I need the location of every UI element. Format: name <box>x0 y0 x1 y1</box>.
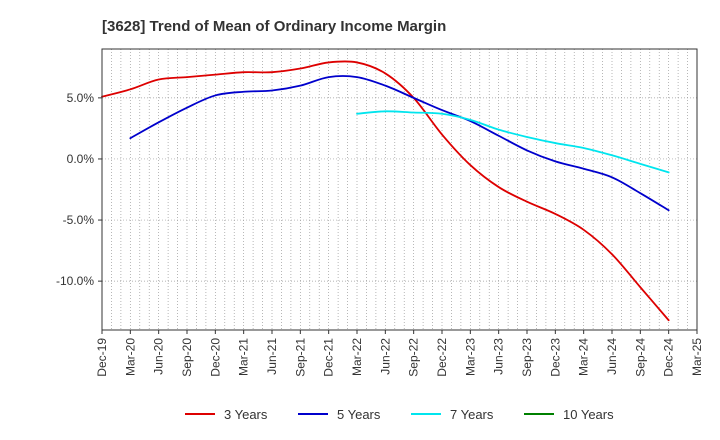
x-tick-label: Mar-24 <box>577 338 591 376</box>
y-tick-label: 5.0% <box>67 91 95 105</box>
series-lines <box>101 60 670 322</box>
x-tick-label: Sep-21 <box>293 338 307 377</box>
x-tick-label: Jun-23 <box>492 338 506 375</box>
x-tick-label: Jun-22 <box>378 338 392 375</box>
series-line-7-years <box>356 110 670 174</box>
x-tick-label: Mar-21 <box>237 338 251 376</box>
x-tick-label: Dec-20 <box>208 338 222 377</box>
x-tick-label: Mar-25 <box>690 338 704 376</box>
x-axis: Dec-19 Mar-20 Jun-20 Sep-20 Dec-20 Mar-21 Jun-… <box>95 330 704 377</box>
y-tick-label: -5.0% <box>63 213 95 227</box>
legend: 3 Years 5 Years 7 Years 10 Years <box>185 407 614 422</box>
legend-label-7-years: 7 Years <box>450 407 494 422</box>
x-tick-label: Sep-22 <box>407 338 421 377</box>
x-tick-label: Dec-24 <box>662 338 676 377</box>
x-tick-label: Jun-21 <box>265 338 279 375</box>
plot-border <box>101 48 698 331</box>
grid-lines <box>102 49 697 330</box>
x-tick-label: Dec-21 <box>322 338 336 377</box>
x-tick-label: Sep-20 <box>180 338 194 377</box>
y-tick-label: -10.0% <box>56 274 94 288</box>
x-tick-label: Sep-24 <box>633 338 647 377</box>
x-tick-label: Jun-20 <box>152 338 166 375</box>
x-tick-label: Jun-24 <box>605 338 619 375</box>
y-tick-label: 0.0% <box>67 152 95 166</box>
plot-area <box>101 48 698 331</box>
series-line-3-years <box>101 60 670 322</box>
x-tick-label: Dec-23 <box>548 338 562 377</box>
legend-label-10-years: 10 Years <box>563 407 614 422</box>
x-tick-label: Mar-23 <box>463 338 477 376</box>
y-axis: 5.0% 0.0% -5.0% -10.0% <box>56 91 102 288</box>
x-tick-label: Dec-22 <box>435 338 449 377</box>
x-tick-label: Dec-19 <box>95 338 109 377</box>
x-tick-label: Mar-20 <box>123 338 137 376</box>
series-line-5-years <box>129 75 670 212</box>
legend-label-5-years: 5 Years <box>337 407 381 422</box>
chart-title: [3628] Trend of Mean of Ordinary Income … <box>102 18 446 35</box>
legend-label-3-years: 3 Years <box>224 407 268 422</box>
x-tick-label: Sep-23 <box>520 338 534 377</box>
x-tick-label: Mar-22 <box>350 338 364 376</box>
